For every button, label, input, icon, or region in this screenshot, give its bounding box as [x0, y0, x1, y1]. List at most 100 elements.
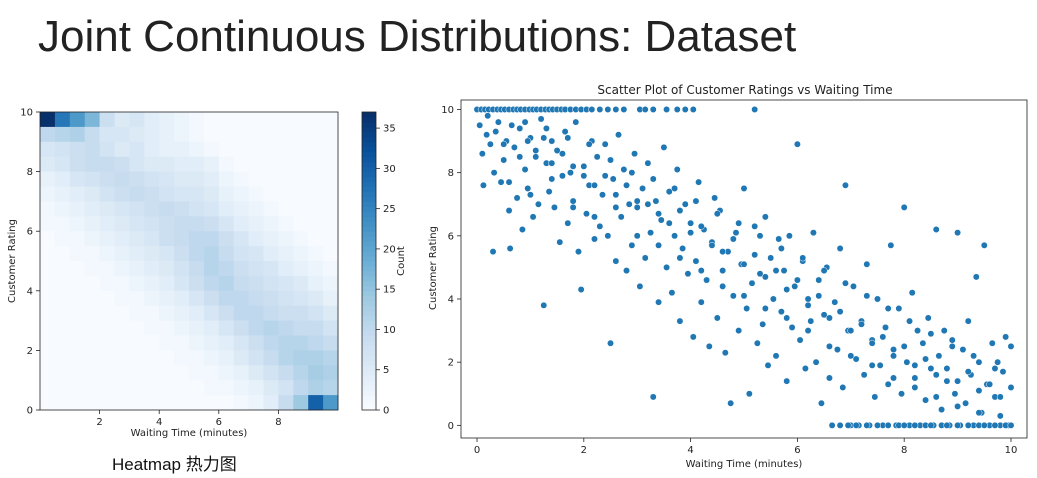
- scatter-point: [788, 323, 796, 331]
- heatmap-cell: [159, 290, 175, 307]
- heatmap-cell: [84, 171, 100, 187]
- heatmap-cell: [308, 275, 324, 292]
- colorbar-segment: [362, 305, 376, 312]
- heatmap-cell: [144, 201, 160, 217]
- scatter-point: [676, 207, 684, 215]
- scatter-point: [959, 346, 967, 353]
- scatter-point: [871, 393, 879, 401]
- scatter-point: [564, 134, 572, 142]
- heatmap-cell: [84, 141, 100, 158]
- colorbar-segment: [362, 405, 376, 411]
- heatmap-cell: [99, 126, 115, 143]
- scatter-point: [508, 121, 516, 129]
- heatmap-cell: [54, 216, 71, 232]
- scatter-point: [772, 267, 780, 275]
- scatter-point: [524, 185, 532, 192]
- heatmap-cell: [54, 112, 71, 128]
- scatter-point: [828, 421, 836, 429]
- heatmap-cell: [69, 275, 86, 292]
- scatter-point: [583, 210, 590, 218]
- scatter-point: [697, 298, 705, 306]
- heatmap-cell: [278, 186, 294, 202]
- colorbar-segment: [362, 345, 376, 351]
- scatter-point: [964, 317, 972, 325]
- heatmap-cell: [203, 305, 220, 321]
- heatmap-cell: [40, 112, 56, 128]
- colorbar-segment: [362, 251, 376, 257]
- heatmap-cell: [233, 335, 249, 351]
- scatter-point: [569, 203, 577, 211]
- scatter-point: [839, 384, 847, 391]
- heatmap-cell: [129, 395, 145, 411]
- heatmap-cell: [69, 380, 86, 396]
- heatmap-cell: [218, 216, 235, 232]
- heatmap-cell: [203, 201, 220, 217]
- heatmap-cell: [218, 305, 235, 321]
- scatter-point: [831, 298, 839, 306]
- colorbar-segment: [362, 265, 376, 272]
- colorbar-tick-label: 0: [383, 406, 389, 417]
- heatmap-cell: [40, 365, 56, 381]
- scatter-point: [999, 368, 1007, 376]
- heatmap-cell: [114, 290, 130, 307]
- scatter-point: [793, 140, 801, 148]
- scatter-point: [927, 421, 935, 429]
- heatmap-cell: [114, 380, 130, 396]
- heatmap-cell: [233, 320, 249, 336]
- heatmap-cell: [263, 261, 279, 277]
- scatter-point: [807, 317, 815, 325]
- scatter-point: [780, 267, 788, 275]
- scatter-point: [825, 342, 833, 350]
- scatter-title: Scatter Plot of Customer Ratings vs Wait…: [597, 83, 892, 97]
- scatter-point: [695, 178, 703, 186]
- heatmap-cell: [99, 216, 115, 232]
- heatmap-cell: [248, 186, 264, 202]
- scatter-point: [649, 106, 657, 113]
- scatter-y-tick-label: 8: [448, 168, 454, 179]
- heatmap-cell: [308, 231, 324, 247]
- heatmap-cell: [129, 126, 145, 143]
- colorbar-segment: [362, 290, 376, 297]
- heatmap-cell: [323, 365, 339, 381]
- heatmap-cell: [218, 171, 235, 187]
- heatmap-cell: [99, 261, 115, 277]
- heatmap-cell: [144, 156, 160, 172]
- heatmap-cell: [233, 305, 249, 321]
- heatmap-y-tick-label: 4: [27, 286, 33, 297]
- heatmap-cell: [114, 335, 130, 351]
- scatter-point: [796, 336, 804, 344]
- heatmap-cell: [248, 141, 264, 158]
- scatter-point: [505, 207, 513, 215]
- heatmap-cell: [159, 246, 175, 262]
- heatmap-cell: [293, 171, 309, 187]
- heatmap-cell: [293, 365, 309, 381]
- scatter-point: [911, 384, 919, 391]
- heatmap-cell: [203, 112, 220, 128]
- heatmap-x-tick-label: 4: [156, 417, 162, 428]
- heatmap-cell: [293, 246, 309, 262]
- colorbar-segment: [362, 136, 376, 143]
- heatmap-cell: [308, 126, 324, 143]
- heatmap-cell: [174, 380, 190, 396]
- scatter-point: [532, 153, 540, 161]
- heatmap-cell: [144, 246, 160, 262]
- scatter-point: [572, 118, 580, 126]
- colorbar-segment: [362, 211, 376, 217]
- colorbar-segment: [362, 256, 376, 262]
- heatmap-cell: [233, 365, 249, 381]
- colorbar-segment: [362, 340, 376, 346]
- scatter-point: [649, 175, 657, 183]
- scatter-point: [577, 286, 585, 293]
- colorbar-tick-label: 30: [383, 164, 396, 175]
- scatter-point: [954, 229, 962, 237]
- scatter-point: [537, 115, 545, 123]
- heatmap-cell: [323, 231, 339, 247]
- scatter-point: [740, 292, 748, 300]
- scatter-point: [633, 197, 641, 205]
- heatmap-x-tick-label: 8: [275, 417, 281, 428]
- heatmap-cell: [99, 335, 115, 351]
- scatter-point: [518, 226, 526, 233]
- heatmap-cell: [278, 216, 294, 232]
- colorbar-segment: [362, 365, 376, 371]
